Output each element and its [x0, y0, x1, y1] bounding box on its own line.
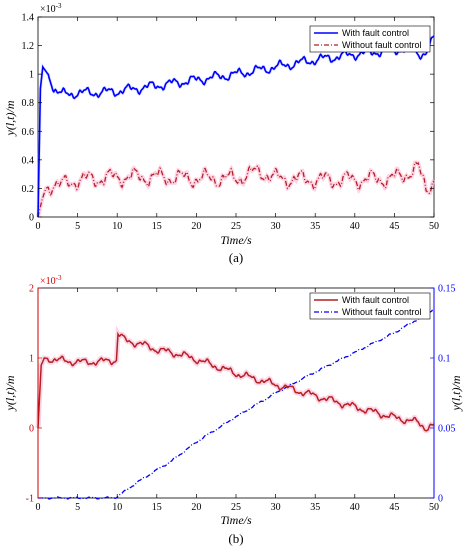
y-tick-label: 1.2	[22, 41, 35, 52]
x-tick-label: 30	[271, 502, 281, 513]
y-tick-label: 0	[29, 424, 34, 435]
x-tick-label: 10	[112, 221, 122, 232]
panel-b-ylabel-right: y(l,t)/m	[449, 375, 463, 411]
panel-a-xlabel: Time/s	[220, 233, 252, 247]
legend-label-without-fault-control: Without fault control	[342, 307, 422, 317]
panel-b-y-exponent: ×10-3	[40, 274, 62, 287]
x-tick-label: 20	[191, 502, 201, 513]
x-tick-label: 30	[271, 221, 281, 232]
x-tick-label: 15	[152, 221, 162, 232]
x-tick-label: 45	[389, 221, 399, 232]
y-right-tick-label: 0.15	[438, 284, 456, 295]
y-tick-label: 1	[29, 354, 34, 365]
panel-b-label: (b)	[228, 531, 243, 546]
y-tick-label: 2	[29, 284, 34, 295]
x-tick-label: 15	[152, 502, 162, 513]
x-tick-label: 50	[429, 221, 439, 232]
panel-b-xlabel: Time/s	[220, 513, 252, 527]
panel-b-plot-area	[37, 287, 435, 499]
series-without-fault-control-line	[37, 161, 435, 218]
panel-a: 0 5 10 15 20 25 30 35 40 45 50 0 0.2 0.4 0.6 0.8 1 1.2 1.…	[3, 2, 439, 265]
series-with-fault-control-line	[37, 331, 435, 432]
panel-a-legend: With fault control Without fault control	[309, 25, 431, 53]
x-tick-label: 50	[429, 502, 439, 513]
x-tick-label: 5	[75, 502, 80, 513]
legend-label-with-fault-control: With fault control	[342, 28, 409, 38]
y-tick-label: -1	[26, 494, 34, 505]
y-tick-label: 0.2	[22, 184, 35, 195]
x-tick-label: 35	[310, 502, 320, 513]
y-right-tick-label: 0.05	[438, 424, 456, 435]
x-tick-label: 25	[231, 221, 241, 232]
y-tick-label: 1	[29, 70, 34, 81]
x-tick-label: 25	[231, 502, 241, 513]
y-right-tick-label: 0	[438, 494, 443, 505]
x-tick-label: 0	[36, 221, 41, 232]
series-without-fault-control-line	[38, 308, 435, 500]
y-tick-label: 0.8	[22, 98, 35, 109]
legend-label-with-fault-control: With fault control	[342, 295, 409, 305]
x-tick-label: 20	[191, 221, 201, 232]
panel-a-y-exponent: ×10-3	[40, 2, 62, 15]
x-tick-label: 45	[389, 502, 399, 513]
panel-a-ylabel: y(l,t)/m	[3, 100, 17, 136]
y-tick-label: 1.4	[22, 13, 35, 24]
x-tick-label: 0	[36, 502, 41, 513]
panel-b-legend: With fault control Without fault control	[309, 292, 431, 320]
legend-label-without-fault-control: Without fault control	[342, 40, 422, 50]
y-tick-label: 0.4	[22, 155, 35, 166]
x-tick-label: 40	[350, 221, 360, 232]
x-tick-label: 40	[350, 502, 360, 513]
x-tick-label: 5	[75, 221, 80, 232]
y-right-tick-label: 0.1	[438, 354, 451, 365]
y-tick-label: 0.6	[22, 127, 35, 138]
x-tick-label: 35	[310, 221, 320, 232]
panel-a-label: (a)	[229, 250, 243, 265]
x-tick-label: 10	[112, 502, 122, 513]
y-tick-label: 0	[29, 213, 34, 224]
panel-b-ylabel-left: y(l,t)/m	[3, 375, 17, 411]
